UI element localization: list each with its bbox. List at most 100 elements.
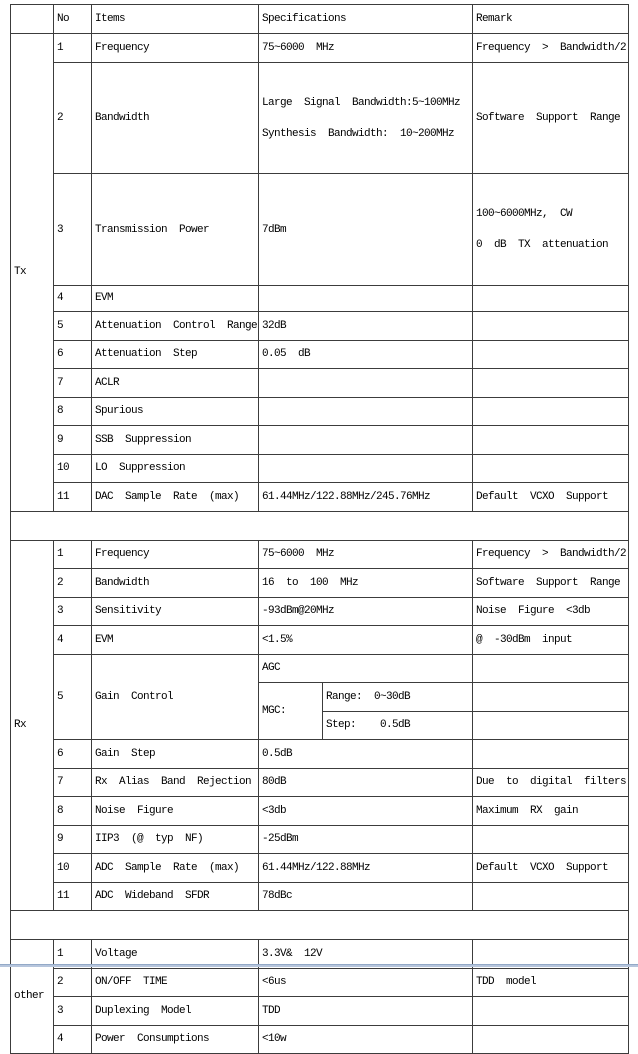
cell-spec: 61.44MHz/122.88MHz (257, 852, 474, 883)
table-row: 4 EVM <1.5% @ -30dBm input (11, 624, 630, 655)
cell-spec: 75~6000 MHz (257, 539, 474, 569)
spec-line: Large Signal Bandwidth:5~100MHz (262, 96, 461, 109)
cell-item: Transmission Power (91, 173, 259, 286)
table-row: Step: 0.5dB (11, 710, 630, 740)
cell-remark (472, 453, 630, 483)
cell-item: Rx Alias Band Rejection (91, 767, 259, 797)
cell-spec: TDD (257, 995, 474, 1026)
cell-remark: 100~6000MHz, CW 0 dB TX attenuation (472, 173, 630, 286)
cell-remark (472, 424, 630, 455)
table-row: 4 EVM (11, 284, 630, 312)
cell-no: 8 (53, 795, 92, 826)
table-row: 3 Transmission Power 7dBm 100~6000MHz, C… (11, 173, 630, 286)
cell-item: Noise Figure (91, 795, 259, 826)
table-row: 6 Attenuation Step 0.05 dB (11, 339, 630, 369)
cell-no: 6 (53, 339, 92, 369)
cell-no: 4 (53, 284, 92, 312)
cell-spec (257, 367, 474, 398)
cell-header-items: Items (91, 4, 259, 34)
remark-line: 100~6000MHz, CW (476, 208, 573, 221)
table-row: 6 Gain Step 0.5dB (11, 738, 630, 769)
cell-item: Frequency (91, 539, 259, 569)
cell-remark: TDD model (472, 967, 630, 997)
cell-spec: 0.5dB (257, 738, 474, 769)
cell-spec: <1.5% (257, 624, 474, 655)
spec-line: Synthesis Bandwidth: 10~200MHz (262, 127, 455, 140)
table-row: 2 Bandwidth 16 to 100 MHz Software Suppo… (11, 567, 630, 598)
cell-remark: Maximum RX gain (472, 795, 630, 826)
cell-no: 7 (53, 767, 92, 797)
table-row: 5 Gain Control AGC (11, 653, 630, 740)
cell-no: 11 (53, 481, 92, 512)
cell-no: 1 (53, 539, 92, 569)
cell-no: 8 (53, 396, 92, 426)
table-row: 11 ADC Wideband SFDR 78dBc (11, 881, 630, 911)
cell-header-remark: Remark (472, 4, 630, 34)
cell-no: 1 (53, 33, 92, 63)
cell-remark (472, 738, 630, 769)
cell-remark (472, 284, 630, 312)
table-row: 11 DAC Sample Rate (max) 61.44MHz/122.88… (11, 481, 630, 512)
cell-item: Bandwidth (91, 61, 259, 175)
cell-item: EVM (91, 624, 259, 655)
cell-spec-mgc-label: MGC: (258, 681, 323, 740)
cell-remark (472, 710, 630, 740)
spec-table: No Items Specifications Remark Tx 1 Freq… (9, 4, 630, 1054)
page-bottom-edge (0, 964, 638, 967)
separator-row (9, 909, 630, 940)
table-row: 10 LO Suppression (11, 453, 630, 483)
cell-spec: -25dBm (257, 824, 474, 854)
cell-item: ON/OFF TIME (91, 967, 259, 997)
cell-remark: Frequency > Bandwidth/2 (472, 539, 630, 569)
header-row: No Items Specifications Remark (10, 4, 630, 34)
cell-remark: @ -30dBm input (472, 624, 630, 655)
table-row: 9 SSB Suppression (11, 424, 630, 455)
table-row: 3 Duplexing Model TDD (11, 995, 630, 1026)
cell-remark (472, 396, 630, 426)
cell-no: 2 (53, 967, 92, 997)
cell-spec: <6us (257, 967, 474, 997)
table-row: 8 Spurious (11, 396, 630, 426)
cell-no: 7 (53, 367, 92, 398)
cell-item: Bandwidth (91, 567, 259, 598)
cell-item: Power Consumptions (91, 1024, 259, 1054)
cell-no: 5 (53, 653, 92, 740)
cell-spec-mgc-step: Step: 0.5dB (321, 710, 474, 740)
cell-header-group (10, 4, 54, 34)
cell-remark (472, 938, 630, 969)
cell-remark (472, 310, 630, 341)
cell-remark: Due to digital filters (472, 767, 630, 797)
cell-spec: 32dB (257, 310, 474, 341)
separator-row (9, 510, 630, 541)
cell-no: 3 (53, 995, 92, 1026)
cell-header-no: No (53, 4, 92, 34)
cell-group-tx: Tx (10, 33, 54, 512)
cell-item: Attenuation Control Range (91, 310, 259, 341)
remark-line: 0 dB TX attenuation (476, 239, 609, 252)
cell-spec: 75~6000 MHz (257, 33, 474, 63)
cell-spec (257, 453, 474, 483)
cell-spec: 78dBc (257, 881, 474, 911)
table-row: 10 ADC Sample Rate (max) 61.44MHz/122.88… (11, 852, 630, 883)
cell-item: Spurious (91, 396, 259, 426)
cell-remark (472, 1024, 630, 1054)
cell-item: DAC Sample Rate (max) (91, 481, 259, 512)
cell-item: LO Suppression (91, 453, 259, 483)
cell-item: Frequency (91, 33, 259, 63)
table-row: 2 Bandwidth Large Signal Bandwidth:5~100… (11, 61, 630, 175)
table-row: 7 Rx Alias Band Rejection 80dB Due to di… (11, 767, 630, 797)
cell-no: 2 (53, 61, 92, 175)
cell-remark: Default VCXO Support (472, 481, 630, 512)
cell-no: 2 (53, 567, 92, 598)
cell-spec-mgc-range: Range: 0~30dB (321, 681, 474, 712)
cell-no: 4 (53, 624, 92, 655)
table-row: Tx 1 Frequency 75~6000 MHz Frequency > B… (10, 33, 630, 512)
cell-item: ADC Wideband SFDR (91, 881, 259, 911)
cell-spec: -93dBm@20MHz (257, 596, 474, 626)
cell-remark: Default VCXO Support (472, 852, 630, 883)
cell-no: 11 (53, 881, 92, 911)
cell-no: 10 (53, 852, 92, 883)
cell-remark: Software Support Range (472, 567, 630, 598)
cell-item: Sensitivity (91, 596, 259, 626)
cell-remark (472, 339, 630, 369)
